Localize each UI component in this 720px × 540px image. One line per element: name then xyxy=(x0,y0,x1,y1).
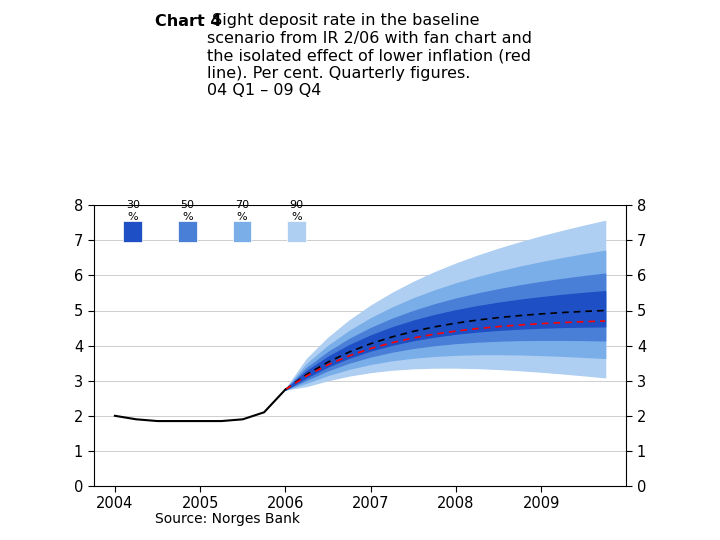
Text: %: % xyxy=(182,212,193,222)
Text: %: % xyxy=(237,212,247,222)
Bar xyxy=(123,221,142,242)
Text: 30: 30 xyxy=(126,200,140,210)
Bar xyxy=(233,221,251,242)
Text: Source: Norges Bank: Source: Norges Bank xyxy=(155,512,300,526)
Text: 50: 50 xyxy=(181,200,194,210)
Bar xyxy=(287,221,306,242)
Bar xyxy=(178,221,197,242)
Text: 70: 70 xyxy=(235,200,249,210)
Text: 90: 90 xyxy=(289,200,304,210)
Text: %: % xyxy=(291,212,302,222)
Text: %: % xyxy=(127,212,138,222)
Text: Chart 4: Chart 4 xyxy=(155,14,221,29)
Text: Sight deposit rate in the baseline
scenario from IR 2/06 with fan chart and
the : Sight deposit rate in the baseline scena… xyxy=(207,14,532,98)
